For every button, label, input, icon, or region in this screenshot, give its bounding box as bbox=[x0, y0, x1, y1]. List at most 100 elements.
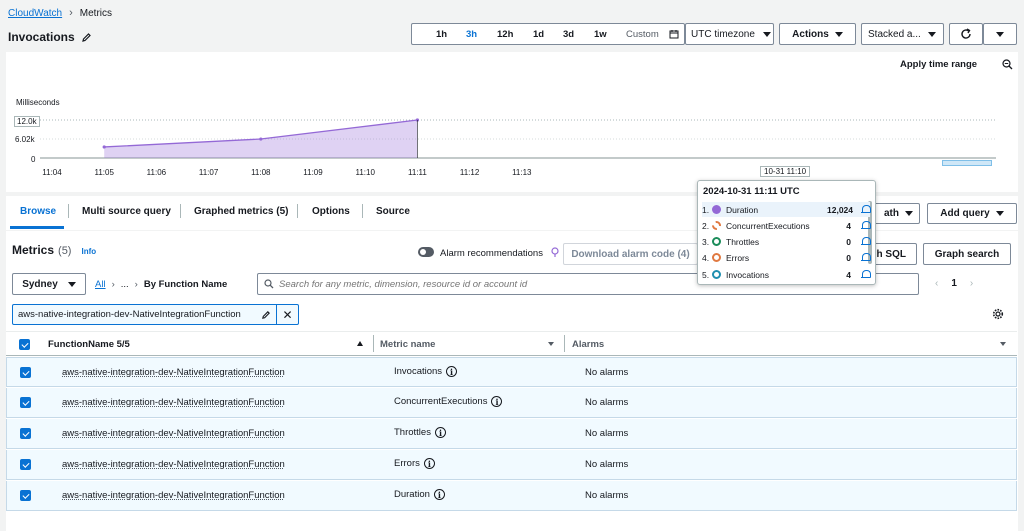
x-tick-label: 11:04 bbox=[42, 168, 62, 177]
column-divider[interactable] bbox=[373, 335, 374, 352]
time-range-selector: 1h 3h 12h 1d 3d 1w Custom bbox=[411, 23, 685, 45]
table-row[interactable]: aws-native-integration-dev-NativeIntegra… bbox=[6, 419, 1017, 449]
page-number[interactable]: 1 bbox=[951, 278, 957, 289]
function-name-cell[interactable]: aws-native-integration-dev-NativeIntegra… bbox=[62, 459, 285, 470]
info-icon[interactable]: i bbox=[423, 458, 435, 469]
graph-search-button[interactable]: Graph search bbox=[923, 243, 1011, 265]
function-name-cell[interactable]: aws-native-integration-dev-NativeIntegra… bbox=[62, 367, 285, 378]
row-checkbox[interactable] bbox=[20, 428, 31, 439]
row-checkbox[interactable] bbox=[20, 490, 31, 501]
time-range-3d[interactable]: 3d bbox=[563, 28, 575, 40]
timezone-select[interactable]: UTC timezone bbox=[685, 23, 774, 45]
series-color-swatch bbox=[712, 221, 721, 230]
time-range-1w[interactable]: 1w bbox=[594, 28, 607, 40]
table-row[interactable]: aws-native-integration-dev-NativeIntegra… bbox=[6, 481, 1017, 511]
time-range-3h[interactable]: 3h bbox=[466, 28, 478, 40]
time-range-1d[interactable]: 1d bbox=[533, 28, 545, 40]
tab-options[interactable]: Options bbox=[312, 206, 350, 217]
row-checkbox[interactable] bbox=[20, 459, 31, 470]
tooltip-series-name: Duration bbox=[726, 204, 759, 215]
search-icon bbox=[264, 279, 274, 289]
edit-filter-icon[interactable] bbox=[261, 310, 271, 320]
breadcrumb-cloudwatch-link[interactable]: CloudWatch bbox=[8, 7, 63, 19]
table-row[interactable]: aws-native-integration-dev-NativeIntegra… bbox=[6, 357, 1017, 387]
sort-icon[interactable] bbox=[548, 342, 554, 346]
column-header-function[interactable]: FunctionName 5/5 bbox=[48, 339, 130, 350]
tab-active-indicator bbox=[10, 226, 64, 229]
previous-page-icon[interactable]: ‹ bbox=[935, 278, 939, 289]
y-axis-label: Milliseconds bbox=[16, 98, 60, 107]
bell-icon[interactable] bbox=[861, 269, 871, 280]
row-checkbox[interactable] bbox=[20, 367, 31, 378]
sort-icon[interactable] bbox=[1000, 342, 1006, 346]
bell-icon[interactable] bbox=[861, 220, 871, 231]
time-range-1h[interactable]: 1h bbox=[436, 28, 448, 40]
info-icon[interactable]: i bbox=[446, 366, 458, 377]
refresh-button[interactable] bbox=[949, 23, 983, 45]
namespace-all-link[interactable]: All bbox=[95, 279, 106, 290]
download-alarm-code-button[interactable]: Download alarm code (4) bbox=[563, 243, 698, 265]
brush-handle[interactable] bbox=[942, 160, 992, 166]
x-tick-label: 11:08 bbox=[251, 168, 271, 177]
remove-filter-icon[interactable]: ✕ bbox=[282, 307, 293, 322]
caret-down-icon bbox=[995, 211, 1004, 216]
info-icon[interactable]: i bbox=[434, 427, 446, 438]
tab-source[interactable]: Source bbox=[376, 206, 410, 217]
caret-down-icon bbox=[834, 31, 843, 37]
add-query-label: Add query bbox=[940, 208, 990, 219]
refresh-options-button[interactable] bbox=[983, 23, 1017, 45]
function-name-cell[interactable]: aws-native-integration-dev-NativeIntegra… bbox=[62, 428, 285, 439]
column-divider[interactable] bbox=[564, 335, 565, 352]
actions-button[interactable]: Actions bbox=[779, 23, 856, 45]
row-checkbox[interactable] bbox=[20, 397, 31, 408]
column-header-metric[interactable]: Metric name bbox=[380, 339, 436, 350]
region-select[interactable]: Sydney bbox=[12, 273, 86, 295]
info-icon[interactable]: i bbox=[433, 489, 445, 500]
metric-name-cell: Throttles i bbox=[394, 427, 446, 438]
table-row[interactable]: aws-native-integration-dev-NativeIntegra… bbox=[6, 450, 1017, 480]
table-row[interactable]: aws-native-integration-dev-NativeIntegra… bbox=[6, 388, 1017, 418]
tab-separator bbox=[362, 204, 363, 218]
function-name-cell[interactable]: aws-native-integration-dev-NativeIntegra… bbox=[62, 490, 285, 501]
zoom-out-icon[interactable] bbox=[1002, 59, 1013, 70]
bell-icon[interactable] bbox=[861, 236, 871, 247]
tab-multi-source-query[interactable]: Multi source query bbox=[82, 206, 171, 217]
settings-gear-icon[interactable] bbox=[992, 308, 1004, 320]
sort-ascending-icon[interactable] bbox=[357, 341, 363, 346]
pencil-icon[interactable] bbox=[81, 32, 92, 43]
info-link[interactable]: Info bbox=[81, 247, 97, 256]
metrics-header: Metrics (5) Info bbox=[12, 243, 96, 257]
tab-separator bbox=[68, 204, 69, 218]
tab-separator bbox=[297, 204, 298, 218]
tooltip-scrollbar[interactable] bbox=[868, 201, 872, 264]
select-all-checkbox[interactable] bbox=[19, 339, 30, 350]
bell-icon[interactable] bbox=[861, 204, 871, 215]
namespace-ellipsis[interactable]: ... bbox=[120, 279, 129, 290]
column-header-alarms[interactable]: Alarms bbox=[572, 339, 605, 350]
next-page-icon[interactable]: › bbox=[969, 278, 974, 289]
metric-name-cell: ConcurrentExecutions i bbox=[394, 396, 503, 407]
tooltip-row-number: 1. bbox=[702, 204, 710, 215]
tab-browse[interactable]: Browse bbox=[20, 206, 57, 217]
tab-graphed-metrics[interactable]: Graphed metrics (5) bbox=[194, 206, 289, 217]
graph-type-select[interactable]: Stacked a... bbox=[861, 23, 944, 45]
tooltip-series-value: 0 bbox=[846, 252, 851, 263]
alarm-recommendations-toggle[interactable] bbox=[418, 247, 434, 257]
function-name-cell[interactable]: aws-native-integration-dev-NativeIntegra… bbox=[62, 397, 285, 408]
calendar-icon[interactable] bbox=[669, 29, 679, 39]
apply-time-range-button[interactable]: Apply time range bbox=[900, 59, 978, 70]
time-range-custom[interactable]: Custom bbox=[626, 28, 659, 40]
graph-search-label: Graph search bbox=[934, 248, 1000, 260]
metrics-count: (5) bbox=[58, 245, 72, 257]
bell-icon[interactable] bbox=[861, 252, 871, 263]
download-alarm-code-label: Download alarm code (4) bbox=[571, 248, 690, 260]
add-query-button[interactable]: Add query bbox=[927, 203, 1017, 224]
alarms-cell: No alarms bbox=[585, 367, 629, 378]
y-tick-label: 12.0k bbox=[14, 116, 40, 127]
time-range-12h[interactable]: 12h bbox=[497, 28, 514, 40]
page-title: Invocations bbox=[8, 30, 75, 44]
filter-token: aws-native-integration-dev-NativeIntegra… bbox=[12, 304, 299, 325]
token-divider bbox=[276, 305, 277, 324]
tooltip-title: 2024-10-31 11:11 UTC bbox=[703, 186, 800, 197]
info-icon[interactable]: i bbox=[491, 396, 503, 407]
